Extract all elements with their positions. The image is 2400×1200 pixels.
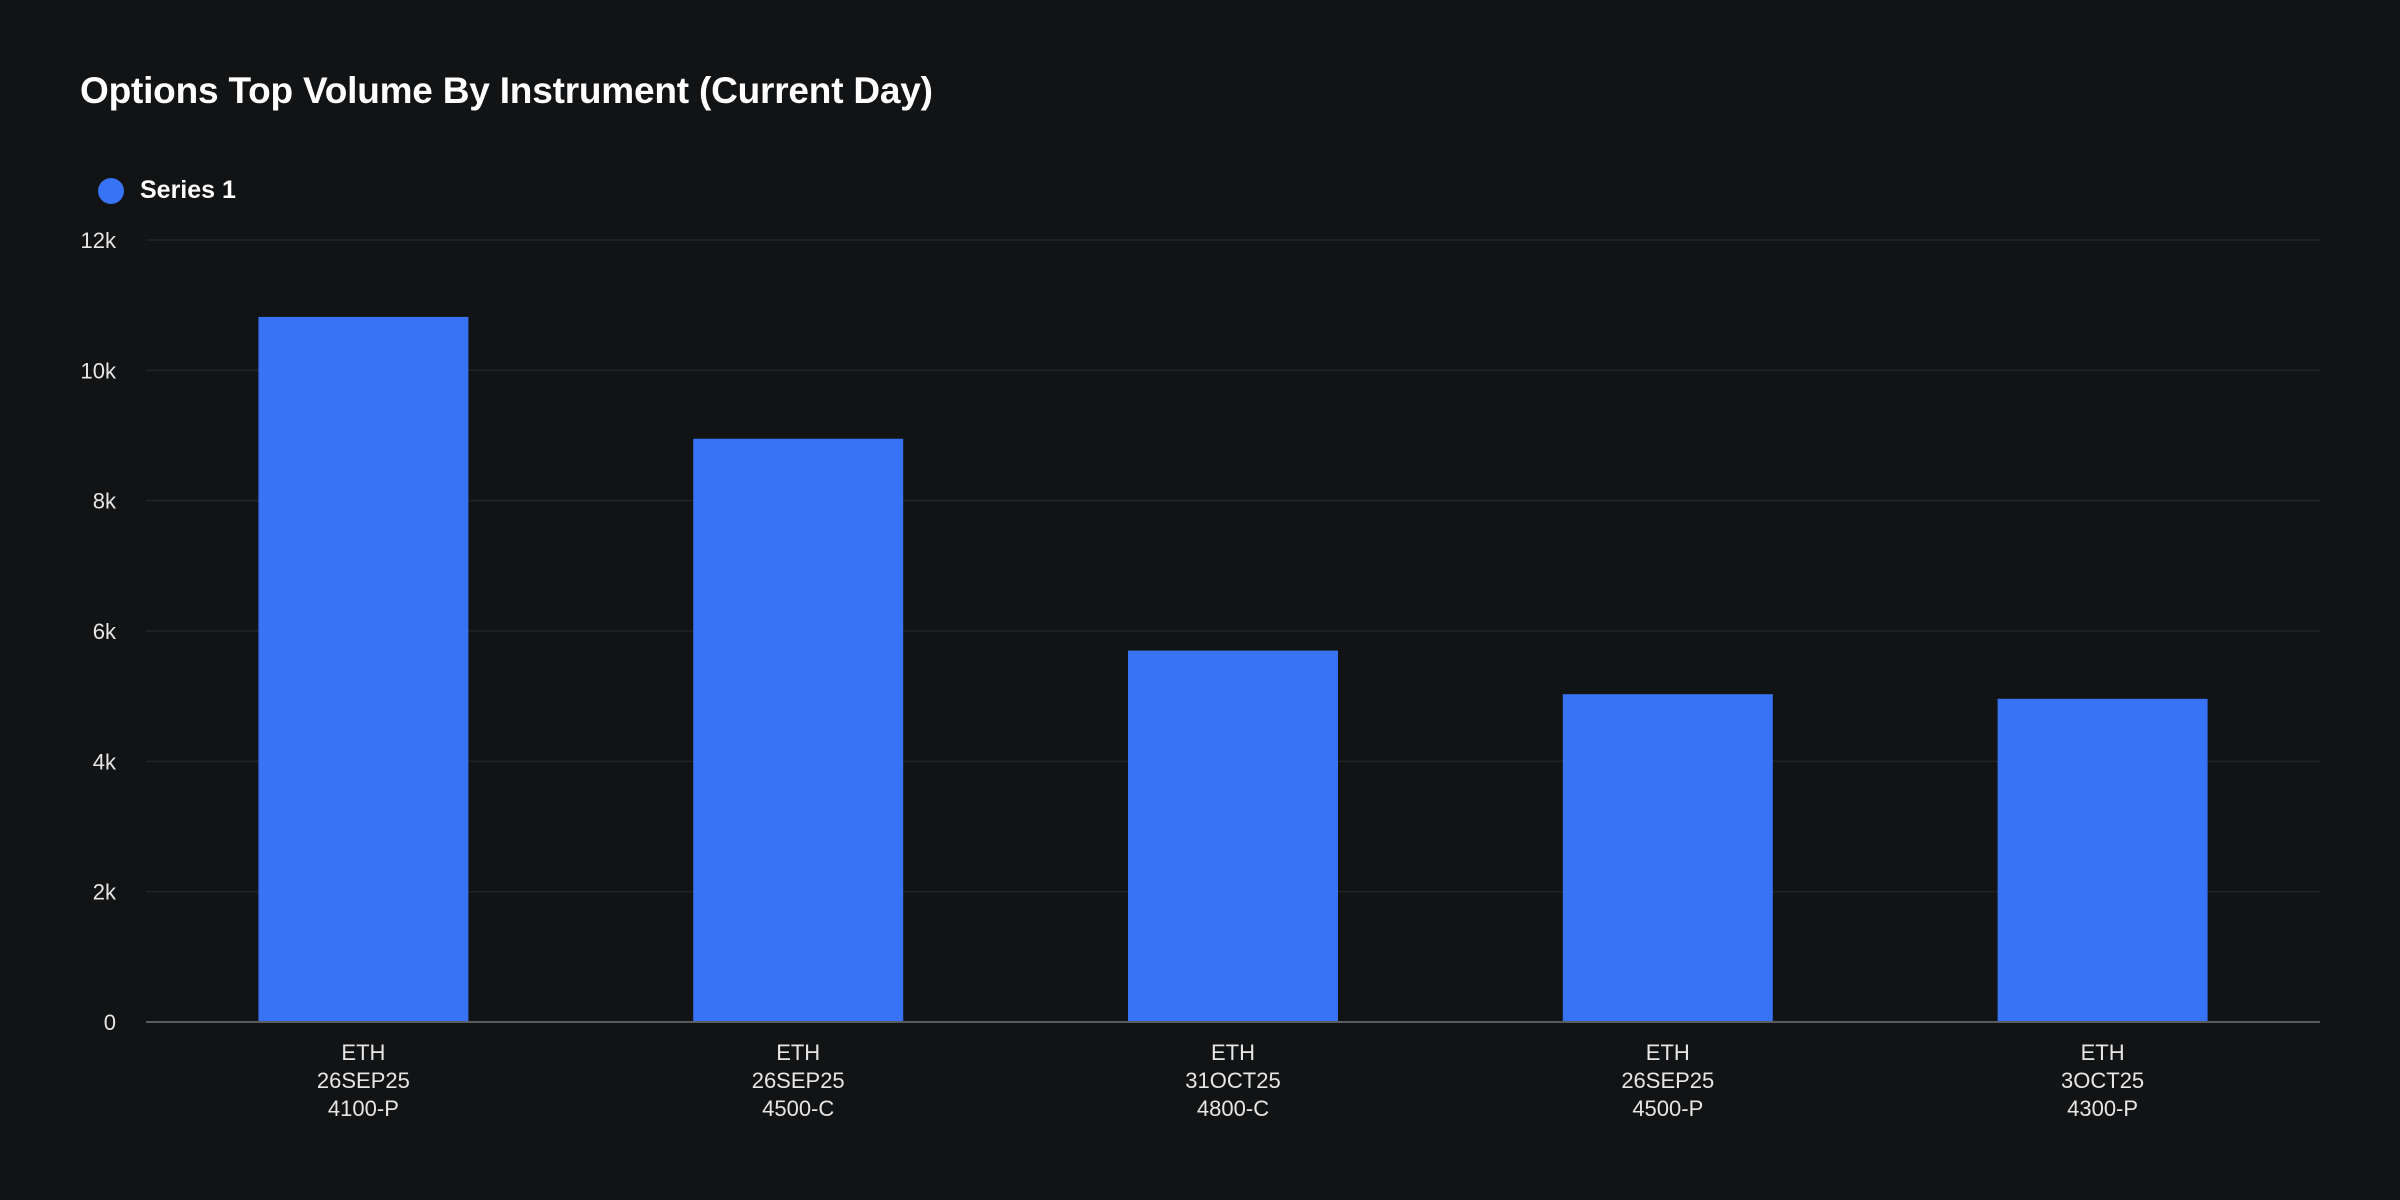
chart-title: Options Top Volume By Instrument (Curren… <box>80 70 933 111</box>
legend[interactable]: Series 1 <box>98 176 236 205</box>
x-tick-label-eth-26sep25-4500-p: ETH 26SEP25 4500-P <box>1621 1040 1714 1121</box>
bars <box>258 316 2208 1023</box>
y-tick-label-6k: 6k <box>93 619 117 644</box>
x-tick-label-line: 4300-P <box>2067 1096 2138 1121</box>
x-tick-label-eth-3oct25-4300-p: ETH 3OCT25 4300-P <box>2061 1040 2144 1121</box>
x-tick-label-line: 26SEP25 <box>317 1068 410 1093</box>
bar-eth-3oct25-4300-p[interactable] <box>1997 698 2208 1022</box>
x-tick-label-line: 26SEP25 <box>1621 1068 1714 1093</box>
x-tick-label-line: ETH <box>341 1040 385 1065</box>
y-tick-label-12k: 12k <box>81 228 117 253</box>
legend-label-series-1: Series 1 <box>140 176 236 204</box>
y-tick-label-2k: 2k <box>93 880 117 905</box>
bar-eth-26sep25-4500-p[interactable] <box>1562 694 1773 1022</box>
x-tick-label-line: 4800-C <box>1197 1096 1269 1121</box>
x-axis-category-labels: ETH 26SEP25 4100-P ETH 26SEP25 4500-C ETH 31OCT… <box>317 1040 2144 1121</box>
x-tick-label-line: 26SEP25 <box>752 1068 845 1093</box>
legend-dot-icon <box>98 177 124 204</box>
x-tick-label-line: 4100-P <box>328 1096 399 1121</box>
bar-eth-31oct25-4800-c[interactable] <box>1128 650 1338 1022</box>
x-tick-label-eth-26sep25-4100-p: ETH 26SEP25 4100-P <box>317 1040 410 1121</box>
x-tick-label-eth-26sep25-4500-c: ETH 26SEP25 4500-C <box>752 1040 845 1121</box>
y-tick-label-8k: 8k <box>93 489 117 514</box>
bar-eth-26sep25-4500-c[interactable] <box>693 438 904 1023</box>
x-tick-label-line: ETH <box>776 1040 820 1065</box>
x-tick-label-line: 3OCT25 <box>2061 1068 2144 1093</box>
y-tick-label-10k: 10k <box>81 358 117 383</box>
x-tick-label-line: ETH <box>1211 1040 1255 1065</box>
x-tick-label-line: 31OCT25 <box>1185 1068 1280 1093</box>
x-tick-label-line: 4500-P <box>1632 1096 1703 1121</box>
x-tick-label-eth-31oct25-4800-c: ETH 31OCT25 4800-C <box>1185 1040 1280 1121</box>
x-tick-label-line: 4500-C <box>762 1096 834 1121</box>
y-tick-label-4k: 4k <box>93 749 117 774</box>
y-tick-label-0: 0 <box>104 1010 116 1035</box>
bar-eth-26sep25-4100-p[interactable] <box>258 316 469 1022</box>
x-tick-label-line: ETH <box>1646 1040 1690 1065</box>
grid-lines <box>146 239 2320 893</box>
x-tick-label-line: ETH <box>2081 1040 2125 1065</box>
y-axis-tick-labels: 0 2k 4k 6k 8k 10k 12k <box>81 228 117 1035</box>
